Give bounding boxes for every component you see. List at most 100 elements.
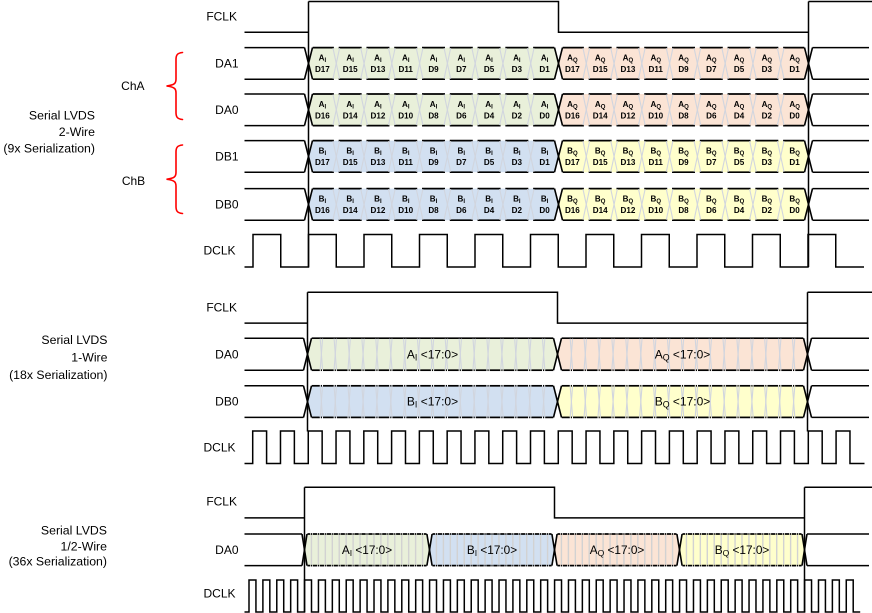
svg-text:AI: AI bbox=[513, 100, 521, 111]
svg-text:BI: BI bbox=[485, 195, 493, 206]
svg-text:AI: AI bbox=[541, 54, 549, 65]
svg-text:D8: D8 bbox=[428, 206, 439, 215]
svg-text:BQ: BQ bbox=[762, 195, 773, 206]
svg-text:AI: AI bbox=[346, 100, 354, 111]
svg-text:D10: D10 bbox=[648, 206, 663, 215]
svg-text:BQ: BQ bbox=[567, 195, 578, 206]
svg-text:BI: BI bbox=[374, 147, 382, 158]
svg-text:D3: D3 bbox=[762, 158, 773, 167]
svg-text:D11: D11 bbox=[399, 158, 414, 167]
svg-text:BI: BI bbox=[541, 195, 549, 206]
svg-text:D5: D5 bbox=[734, 158, 745, 167]
svg-text:BI: BI bbox=[402, 195, 410, 206]
svg-text:DA1: DA1 bbox=[215, 57, 239, 71]
svg-text:AI: AI bbox=[458, 100, 466, 111]
svg-text:D17: D17 bbox=[315, 65, 330, 74]
svg-text:D12: D12 bbox=[371, 112, 386, 121]
svg-text:D13: D13 bbox=[621, 158, 636, 167]
svg-text:AI <17:0>: AI <17:0> bbox=[407, 347, 458, 362]
svg-text:D13: D13 bbox=[621, 65, 636, 74]
svg-text:D16: D16 bbox=[565, 206, 580, 215]
svg-text:D4: D4 bbox=[734, 112, 745, 121]
svg-text:D11: D11 bbox=[399, 65, 414, 74]
svg-text:AQ: AQ bbox=[623, 100, 634, 111]
svg-text:D0: D0 bbox=[539, 206, 550, 215]
svg-text:D0: D0 bbox=[539, 112, 550, 121]
svg-text:D17: D17 bbox=[315, 158, 330, 167]
svg-text:D6: D6 bbox=[706, 112, 717, 121]
svg-text:D12: D12 bbox=[621, 206, 636, 215]
svg-text:D15: D15 bbox=[343, 158, 358, 167]
svg-text:D7: D7 bbox=[456, 158, 467, 167]
svg-text:AI: AI bbox=[430, 100, 438, 111]
svg-text:D8: D8 bbox=[678, 112, 689, 121]
svg-text:D4: D4 bbox=[484, 112, 495, 121]
svg-text:BI: BI bbox=[430, 147, 438, 158]
svg-text:D14: D14 bbox=[593, 112, 608, 121]
svg-text:D8: D8 bbox=[428, 112, 439, 121]
svg-text:D2: D2 bbox=[762, 112, 773, 121]
svg-text:BQ: BQ bbox=[595, 195, 606, 206]
svg-text:BQ: BQ bbox=[762, 147, 773, 158]
svg-text:D16: D16 bbox=[565, 112, 580, 121]
svg-text:D1: D1 bbox=[539, 65, 550, 74]
svg-text:AQ <17:0>: AQ <17:0> bbox=[655, 347, 711, 362]
svg-text:Serial LVDS: Serial LVDS bbox=[41, 333, 107, 347]
svg-text:BQ: BQ bbox=[678, 147, 689, 158]
svg-text:AQ: AQ bbox=[734, 100, 745, 111]
svg-text:BI <17:0>: BI <17:0> bbox=[467, 543, 517, 558]
svg-text:BI: BI bbox=[346, 195, 354, 206]
svg-text:AI: AI bbox=[346, 54, 354, 65]
svg-text:AQ: AQ bbox=[762, 54, 773, 65]
svg-text:2-Wire: 2-Wire bbox=[59, 125, 95, 139]
svg-text:D12: D12 bbox=[621, 112, 636, 121]
svg-text:AI: AI bbox=[541, 100, 549, 111]
svg-text:AQ: AQ bbox=[762, 100, 773, 111]
svg-text:AQ: AQ bbox=[595, 100, 606, 111]
svg-text:AI: AI bbox=[458, 54, 466, 65]
svg-text:AQ: AQ bbox=[678, 100, 689, 111]
svg-text:AI: AI bbox=[430, 54, 438, 65]
svg-text:D12: D12 bbox=[371, 206, 386, 215]
svg-text:AI <17:0>: AI <17:0> bbox=[342, 543, 392, 558]
svg-text:(18x Serialization): (18x Serialization) bbox=[9, 368, 107, 382]
svg-text:BI: BI bbox=[485, 147, 493, 158]
svg-text:DCLK: DCLK bbox=[203, 244, 235, 258]
svg-text:D13: D13 bbox=[371, 65, 386, 74]
svg-text:(36x Serialization): (36x Serialization) bbox=[9, 555, 107, 569]
svg-text:D3: D3 bbox=[512, 65, 523, 74]
svg-text:AQ: AQ bbox=[650, 100, 661, 111]
svg-text:BQ <17:0>: BQ <17:0> bbox=[715, 543, 770, 558]
svg-text:BQ: BQ bbox=[678, 195, 689, 206]
svg-text:AQ <17:0>: AQ <17:0> bbox=[590, 543, 645, 558]
svg-text:FCLK: FCLK bbox=[206, 9, 237, 23]
svg-text:D14: D14 bbox=[593, 206, 608, 215]
svg-text:D2: D2 bbox=[762, 206, 773, 215]
svg-text:D17: D17 bbox=[565, 158, 580, 167]
svg-text:BI: BI bbox=[458, 147, 466, 158]
svg-text:D1: D1 bbox=[789, 65, 800, 74]
svg-text:DB0: DB0 bbox=[215, 395, 239, 409]
svg-text:D7: D7 bbox=[706, 158, 717, 167]
svg-text:D6: D6 bbox=[706, 206, 717, 215]
svg-text:D17: D17 bbox=[565, 65, 580, 74]
svg-text:D7: D7 bbox=[706, 65, 717, 74]
svg-text:D0: D0 bbox=[789, 112, 800, 121]
svg-text:D2: D2 bbox=[512, 206, 523, 215]
svg-text:BQ: BQ bbox=[650, 195, 661, 206]
svg-text:DA0: DA0 bbox=[215, 347, 239, 361]
svg-text:FCLK: FCLK bbox=[206, 301, 237, 315]
svg-text:AI: AI bbox=[374, 54, 382, 65]
svg-text:D14: D14 bbox=[343, 112, 358, 121]
svg-text:DA0: DA0 bbox=[215, 103, 239, 117]
svg-text:BQ: BQ bbox=[595, 147, 606, 158]
svg-text:DA0: DA0 bbox=[215, 543, 239, 557]
svg-text:BQ: BQ bbox=[623, 147, 634, 158]
svg-text:D15: D15 bbox=[593, 158, 608, 167]
svg-text:D10: D10 bbox=[648, 112, 663, 121]
svg-text:BQ: BQ bbox=[567, 147, 578, 158]
svg-text:D11: D11 bbox=[649, 158, 664, 167]
svg-text:D3: D3 bbox=[512, 158, 523, 167]
svg-text:AI: AI bbox=[402, 100, 410, 111]
svg-text:Serial LVDS: Serial LVDS bbox=[29, 108, 95, 122]
